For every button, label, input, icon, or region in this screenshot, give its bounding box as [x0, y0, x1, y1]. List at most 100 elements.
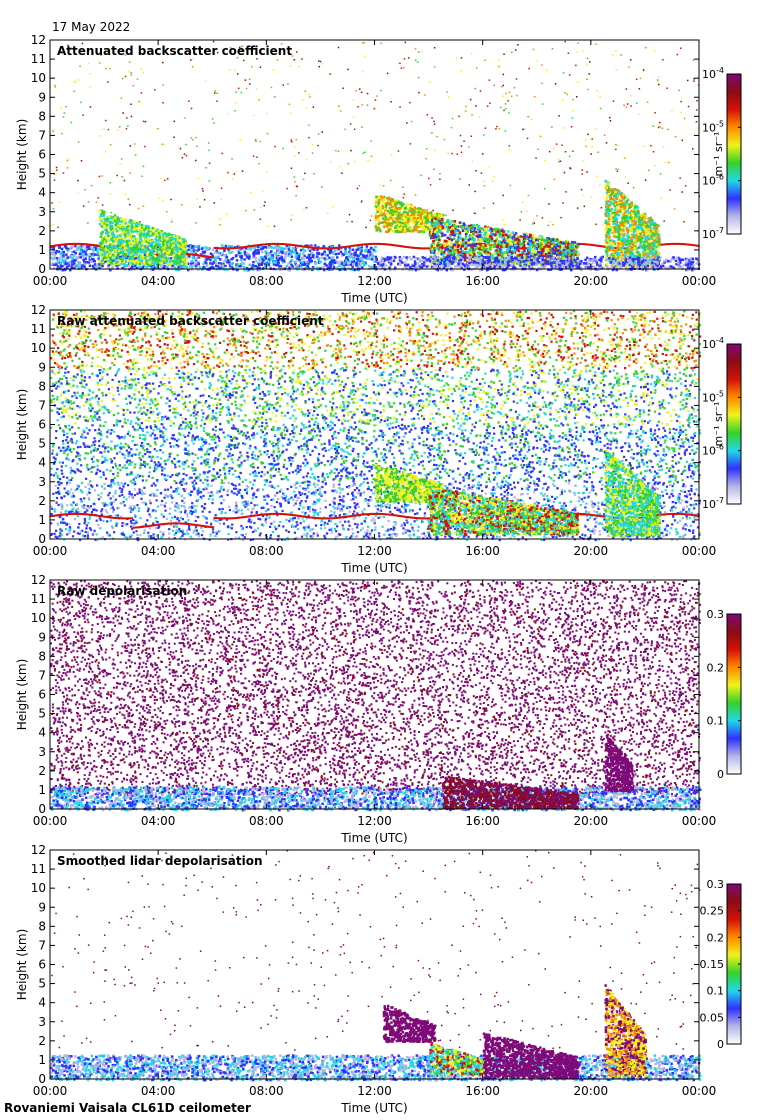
colorbar: 0.3 0.2 0.1 0 [707, 608, 742, 781]
colorbar-tick-label: 0.05 [700, 1011, 725, 1024]
x-tick-label: 00:00 [682, 544, 717, 558]
colorbar-tick-label: 0 [717, 768, 724, 781]
x-tick-label: 00:00 [33, 544, 68, 558]
colorbar-tick-label: 0.25 [700, 905, 725, 918]
x-tick-label: 00:00 [33, 814, 68, 828]
x-tick-label: 00:00 [33, 1084, 68, 1098]
y-tick-label: 1 [38, 1053, 46, 1067]
y-tick-label: 5 [38, 707, 46, 721]
panel-title: Raw attenuated backscatter coefficient [57, 314, 324, 328]
y-tick-label: 8 [38, 379, 46, 393]
x-axis-label: Time (UTC) [340, 291, 407, 305]
x-tick-label: 04:00 [141, 544, 176, 558]
colorbar-gradient [727, 344, 741, 504]
y-tick-label: 7 [38, 668, 46, 682]
x-tick-label: 08:00 [249, 1084, 284, 1098]
y-tick-label: 4 [38, 726, 46, 740]
colorbar-tick-label: 0.1 [707, 985, 725, 998]
colorbar-tick-label: 0.2 [707, 931, 725, 944]
y-tick-label: 6 [38, 148, 46, 162]
y-tick-label: 11 [31, 592, 46, 606]
y-tick-label: 4 [38, 186, 46, 200]
y-tick-label: 1 [38, 513, 46, 527]
y-tick-label: 4 [38, 996, 46, 1010]
x-axis-label: Time (UTC) [340, 1101, 407, 1115]
colorbar: 10-410-510-610-7m⁻¹ sr⁻¹ [702, 336, 741, 511]
x-tick-label: 20:00 [574, 1084, 609, 1098]
y-tick-label: 2 [38, 1034, 46, 1048]
y-tick-label: 11 [31, 862, 46, 876]
colorbar-tick-label: 10-7 [702, 226, 724, 241]
x-tick-label: 00:00 [682, 274, 717, 288]
y-tick-label: 12 [31, 33, 46, 47]
y-tick-label: 2 [38, 494, 46, 508]
colorbar-gradient [727, 614, 741, 774]
colorbar-tick-label: 0.1 [707, 715, 725, 728]
y-tick-label: 4 [38, 456, 46, 470]
y-tick-label: 8 [38, 649, 46, 663]
panel-title: Raw depolarisation [57, 584, 187, 598]
colorbar-tick-label: 0.2 [707, 661, 725, 674]
x-tick-label: 04:00 [141, 274, 176, 288]
y-tick-label: 1 [38, 243, 46, 257]
y-tick-label: 3 [38, 745, 46, 759]
y-tick-label: 9 [38, 630, 46, 644]
colorbar-unit: m⁻¹ sr⁻¹ [712, 402, 725, 447]
y-tick-label: 7 [38, 398, 46, 412]
y-tick-label: 9 [38, 360, 46, 374]
y-tick-label: 6 [38, 418, 46, 432]
x-tick-label: 08:00 [249, 274, 284, 288]
x-tick-label: 20:00 [574, 274, 609, 288]
y-tick-label: 3 [38, 1015, 46, 1029]
x-tick-label: 00:00 [33, 274, 68, 288]
x-axis-label: Time (UTC) [340, 561, 407, 575]
y-tick-label: 2 [38, 764, 46, 778]
x-tick-label: 08:00 [249, 544, 284, 558]
panel-title: Attenuated backscatter coefficient [57, 44, 292, 58]
x-tick-label: 00:00 [682, 1084, 717, 1098]
x-tick-label: 12:00 [357, 274, 392, 288]
y-tick-label: 9 [38, 900, 46, 914]
x-tick-label: 20:00 [574, 814, 609, 828]
x-tick-label: 16:00 [465, 814, 500, 828]
y-tick-label: 12 [31, 573, 46, 587]
x-tick-label: 12:00 [357, 814, 392, 828]
colorbar-tick-label: 0.3 [707, 608, 725, 621]
colorbar-tick-label: 10-4 [702, 336, 724, 351]
y-axis-label: Height (km) [15, 119, 29, 190]
y-tick-label: 7 [38, 128, 46, 142]
y-tick-label: 1 [38, 783, 46, 797]
colorbar-tick-label: 10-4 [702, 66, 724, 81]
colorbar-tick-label: 0.3 [707, 878, 725, 891]
colorbar-tick-label: 0 [717, 1038, 724, 1051]
y-tick-label: 10 [31, 71, 46, 85]
y-tick-label: 8 [38, 109, 46, 123]
colorbar: 10-410-510-610-7m⁻¹ sr⁻¹ [702, 66, 741, 241]
y-tick-label: 6 [38, 958, 46, 972]
instrument-footer: Rovaniemi Vaisala CL61D ceilometer [4, 1101, 251, 1115]
colorbar-tick-label: 10-7 [702, 496, 724, 511]
y-tick-label: 11 [31, 52, 46, 66]
y-tick-label: 5 [38, 167, 46, 181]
x-axis-label: Time (UTC) [340, 831, 407, 845]
x-tick-label: 20:00 [574, 544, 609, 558]
x-tick-label: 16:00 [465, 1084, 500, 1098]
y-tick-label: 5 [38, 977, 46, 991]
x-tick-label: 16:00 [465, 274, 500, 288]
x-tick-label: 08:00 [249, 814, 284, 828]
x-tick-label: 12:00 [357, 544, 392, 558]
x-tick-label: 12:00 [357, 1084, 392, 1098]
y-tick-label: 8 [38, 919, 46, 933]
y-tick-label: 6 [38, 688, 46, 702]
y-axis-label: Height (km) [15, 389, 29, 460]
y-tick-label: 7 [38, 938, 46, 952]
colorbar-tick-label: 0.15 [700, 958, 725, 971]
y-tick-label: 10 [31, 611, 46, 625]
colorbar: 0.3 0.25 0.2 0.15 0.1 0.05 0 [700, 878, 742, 1051]
y-tick-label: 11 [31, 322, 46, 336]
x-tick-label: 00:00 [682, 814, 717, 828]
y-tick-label: 5 [38, 437, 46, 451]
